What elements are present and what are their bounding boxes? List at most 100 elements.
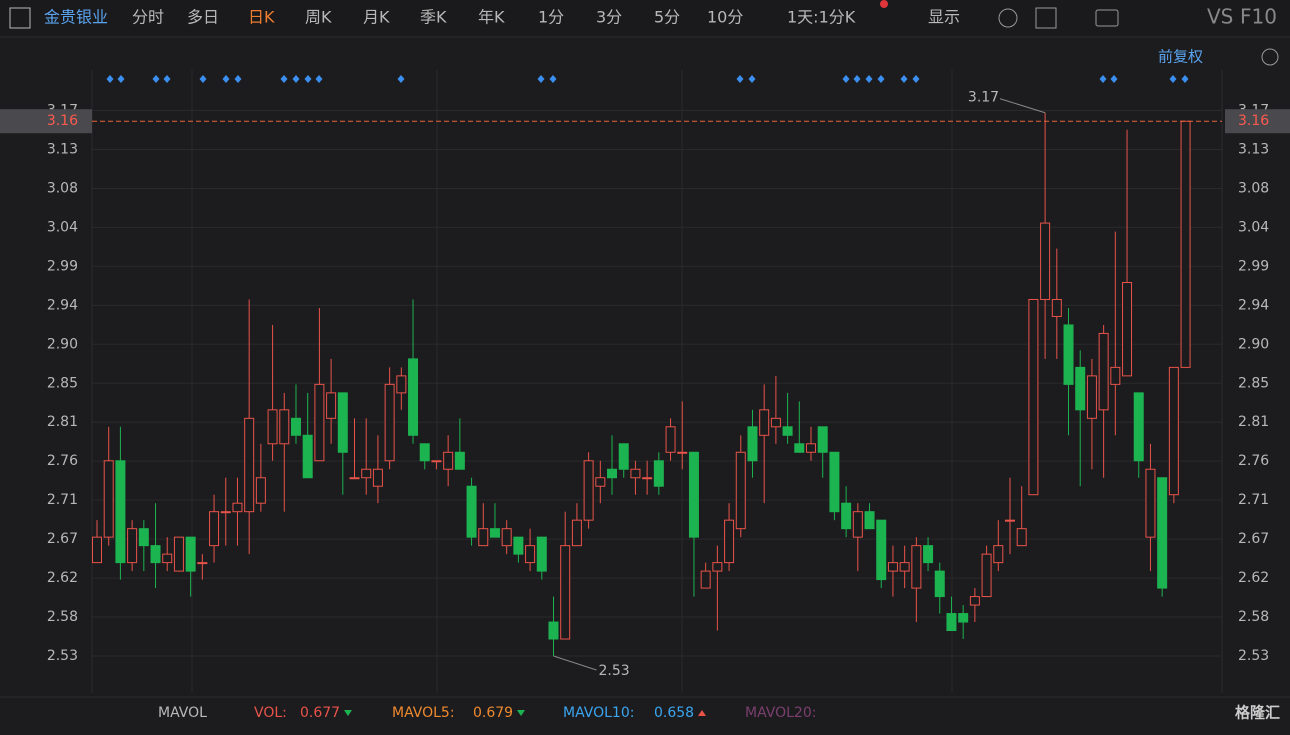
tab[interactable]: 周K [305, 8, 332, 27]
tab[interactable]: 月K [363, 8, 390, 27]
y-tick-label-right: 2.85 [1238, 375, 1269, 391]
candle-body [618, 443, 629, 470]
y-tick-label-right: 2.58 [1238, 609, 1269, 625]
candle-body [349, 477, 360, 480]
candle-body [969, 596, 980, 606]
signal-marker [537, 75, 545, 83]
candle-body [864, 511, 875, 530]
candle-body [759, 409, 770, 436]
candle-body [700, 570, 711, 589]
tab[interactable]: 1分 [538, 8, 564, 27]
last-price-label-right: 3.16 [1238, 113, 1269, 129]
candle-body [244, 417, 255, 513]
stock-name[interactable]: 金贵银业 [44, 8, 108, 27]
tab[interactable]: 5分 [654, 8, 680, 27]
vs-button[interactable]: VS [1207, 5, 1233, 29]
signal-marker [865, 75, 873, 83]
candle-body [1180, 120, 1191, 368]
tab[interactable]: 分时 [132, 8, 164, 27]
candle-body [993, 545, 1004, 564]
candle-body [560, 545, 571, 640]
candle-body [489, 528, 500, 538]
candle-body [1133, 392, 1144, 462]
tab[interactable]: 日K [248, 8, 275, 27]
candle-body [1063, 324, 1074, 385]
y-tick-label-right: 2.81 [1238, 414, 1269, 430]
candle-body [607, 468, 618, 479]
candle-body [290, 417, 301, 436]
y-tick-label-right: 2.71 [1238, 492, 1269, 508]
candle-body [829, 451, 840, 513]
y-tick-label-right: 2.62 [1238, 570, 1269, 586]
f10-button[interactable]: F10 [1240, 5, 1277, 29]
trend-arrow [698, 710, 706, 716]
candle-body [314, 383, 325, 462]
y-tick-label: 3.04 [47, 219, 78, 235]
camera-icon[interactable] [1095, 9, 1119, 27]
adjust-mode[interactable]: 前复权 [1158, 48, 1203, 66]
period-select[interactable]: 1天:1分K [787, 8, 856, 27]
candle-body [478, 528, 489, 547]
candle-body [513, 536, 524, 555]
candle-body [841, 502, 852, 530]
y-tick-label: 2.90 [47, 336, 78, 352]
settings-icon[interactable] [998, 8, 1018, 28]
candle-body [571, 519, 582, 547]
candle-body [255, 477, 266, 504]
candle-body [103, 460, 114, 538]
candle-body [1145, 468, 1156, 538]
signal-marker [292, 75, 300, 83]
signal-marker [900, 75, 908, 83]
tab[interactable]: 年K [478, 8, 505, 27]
candle-body [232, 502, 243, 513]
indicator-value: 0.658 [654, 705, 694, 721]
indicator-value: 0.677 [300, 705, 340, 721]
candle-body [501, 528, 512, 547]
checkbox[interactable] [1035, 7, 1057, 29]
candle-body [220, 511, 231, 514]
candle-body [466, 485, 477, 538]
y-tick-label: 2.85 [47, 375, 78, 391]
candle-body [1004, 519, 1015, 522]
zoom-out[interactable] [1261, 48, 1279, 66]
signal-marker [163, 75, 171, 83]
candle-body [162, 553, 173, 564]
candle-body [876, 519, 887, 581]
tab[interactable]: 3分 [596, 8, 622, 27]
signal-marker [280, 75, 288, 83]
candle-body [583, 460, 594, 521]
signal-marker [152, 75, 160, 83]
indicator-label: VOL: [254, 705, 287, 721]
candle-body [782, 426, 793, 436]
tab[interactable]: 10分 [707, 8, 743, 27]
y-tick-label: 2.99 [47, 258, 78, 274]
candle-body [1075, 366, 1086, 411]
y-tick-label-right: 2.76 [1238, 453, 1269, 469]
logo: 格隆汇 [1235, 704, 1280, 722]
candle-body [911, 545, 922, 589]
candle-body [712, 562, 723, 572]
candle-body [1028, 298, 1039, 496]
candle-body [361, 468, 372, 479]
candle-body [185, 536, 196, 572]
menu-icon[interactable] [9, 7, 31, 29]
candle-body [595, 477, 606, 487]
candle-body [396, 375, 407, 394]
tab[interactable]: 季K [420, 8, 447, 27]
candle-body [642, 477, 653, 480]
indicator-label: MAVOL5: [392, 705, 455, 721]
trend-arrow [344, 710, 352, 716]
signal-marker [748, 75, 756, 83]
signal-marker [912, 75, 920, 83]
y-tick-label-right: 2.90 [1238, 336, 1269, 352]
signal-marker [877, 75, 885, 83]
indicator-name[interactable]: MAVOL [158, 705, 207, 721]
tab[interactable]: 多日 [187, 8, 219, 27]
display-menu[interactable]: 显示 [928, 8, 960, 27]
candle-body [372, 468, 383, 487]
candle-body [302, 434, 313, 479]
candle-body [536, 536, 547, 572]
candle-body [958, 613, 969, 623]
y-tick-label: 2.71 [47, 492, 78, 508]
signal-marker [397, 75, 405, 83]
